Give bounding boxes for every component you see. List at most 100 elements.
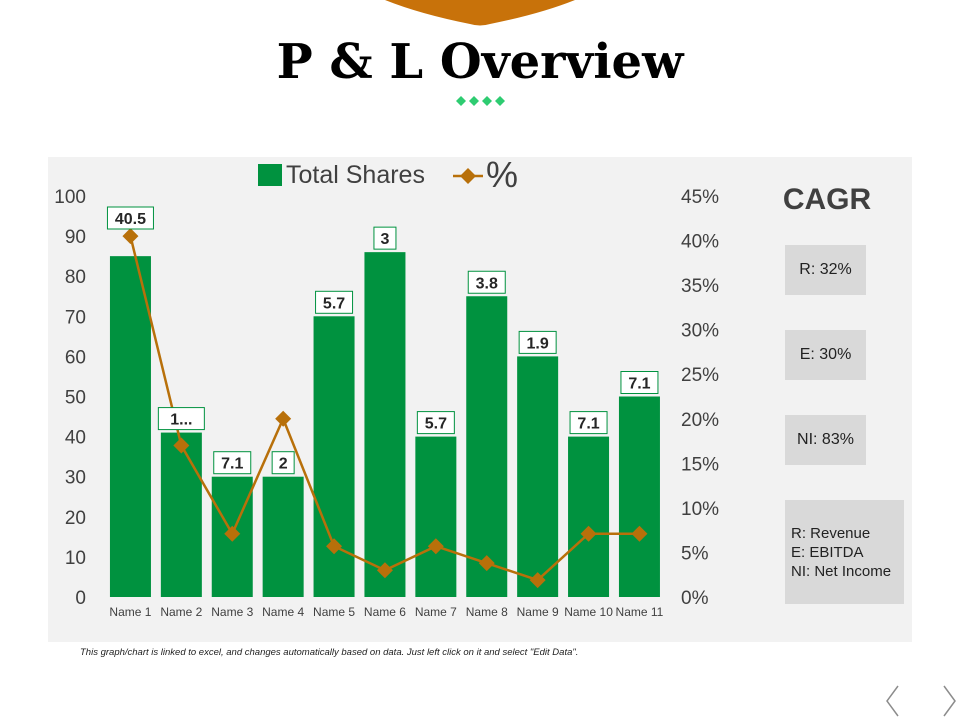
y2-tick-label: 10% <box>681 499 719 520</box>
line-marker-1 <box>122 228 139 245</box>
y-tick-label: 60 <box>65 347 86 368</box>
diamond-icon <box>456 96 466 106</box>
line-marker-11 <box>631 525 648 542</box>
left-axis: 0 10 20 30 40 50 60 70 80 90 100 <box>54 187 86 609</box>
line-marker-2 <box>173 437 190 454</box>
cagr-ebitda-box: E: 30% <box>785 330 866 380</box>
legend-swatch-marker <box>460 168 476 184</box>
y2-tick-label: 35% <box>681 276 719 297</box>
abbreviation-legend-box: R: Revenue E: EBITDA NI: Net Income <box>785 500 904 604</box>
bar-4 <box>262 476 304 597</box>
y-tick-label: 50 <box>65 388 86 409</box>
line-marker-6 <box>376 562 393 579</box>
legend-swatch-bar <box>258 164 282 186</box>
chart-legend: Total Shares% <box>258 154 518 195</box>
right-axis: 0% 5% 10% 15% 20% 25% 30% 35% 40% 45% <box>681 187 719 609</box>
cagr-revenue-box: R: 32% <box>785 245 866 295</box>
line-marker-9 <box>529 572 546 589</box>
y2-tick-label: 45% <box>681 187 719 208</box>
bars <box>109 252 660 597</box>
y2-tick-label: 40% <box>681 232 719 253</box>
data-label-3: 7.1 <box>213 451 252 475</box>
percent-line <box>122 228 648 589</box>
page-title: P & L Overview <box>276 34 684 90</box>
y2-tick-label: 20% <box>681 410 719 431</box>
y-tick-label: 80 <box>65 267 86 288</box>
bar-7 <box>415 436 457 597</box>
line-marker-3 <box>224 525 241 542</box>
chevron-left-icon[interactable] <box>884 684 902 718</box>
x-tick-label: Name 5 <box>313 605 355 619</box>
bar-2 <box>160 432 202 597</box>
cagr-net-income-label: NI: 83% <box>797 431 854 448</box>
svg-text:3: 3 <box>380 231 389 248</box>
svg-text:1...: 1... <box>170 412 192 429</box>
bar-5 <box>313 316 355 597</box>
svg-text:7.1: 7.1 <box>577 416 599 433</box>
cagr-revenue-label: R: 32% <box>799 261 852 278</box>
legend-label-total-shares: Total Shares <box>286 161 425 189</box>
x-tick-label: Name 9 <box>517 605 559 619</box>
bar-9 <box>517 356 559 597</box>
svg-text:5.7: 5.7 <box>425 416 447 433</box>
bar-11 <box>618 396 660 597</box>
data-label-6: 3 <box>373 226 397 250</box>
chevron-right-icon[interactable] <box>940 684 958 718</box>
diamond-icon <box>482 96 492 106</box>
data-label-5: 5.7 <box>315 290 354 314</box>
cagr-net-income-box: NI: 83% <box>785 415 866 465</box>
svg-text:2: 2 <box>279 456 288 473</box>
data-labels: 40.5 1... 7.1 2 5.7 3 5.7 3.8 1.9 7.1 7.1 <box>106 206 659 475</box>
line-marker-10 <box>580 525 597 542</box>
line-marker-8 <box>478 555 495 572</box>
legend-line-ebitda: E: EBITDA <box>791 544 864 561</box>
data-label-9: 1.9 <box>518 330 557 354</box>
data-label-2: 1... <box>157 407 205 431</box>
x-axis-labels: Name 1 Name 2 Name 3 Name 4 Name 5 Name 6 Name… <box>109 605 663 619</box>
cagr-ebitda-label: E: 30% <box>799 346 852 363</box>
legend-line-net-income: NI: Net Income <box>791 563 892 580</box>
bar-6 <box>364 252 406 597</box>
svg-text:5.7: 5.7 <box>323 295 345 312</box>
x-tick-label: Name 1 <box>109 605 151 619</box>
y-tick-label: 30 <box>65 468 86 489</box>
footnote: This graph/chart is linked to excel, and… <box>80 647 579 658</box>
bar-1 <box>109 256 151 597</box>
line-marker-5 <box>326 538 343 555</box>
svg-text:7.1: 7.1 <box>221 456 243 473</box>
diamond-icon <box>495 96 505 106</box>
x-tick-label: Name 8 <box>466 605 508 619</box>
y2-tick-label: 15% <box>681 454 719 475</box>
y2-tick-label: 30% <box>681 321 719 342</box>
svg-text:7.1: 7.1 <box>628 376 650 393</box>
y2-tick-label: 25% <box>681 365 719 386</box>
line-marker-7 <box>427 538 444 555</box>
svg-text:1.9: 1.9 <box>527 335 549 352</box>
legend-label-percent: % <box>486 154 518 195</box>
data-label-10: 7.1 <box>569 411 608 435</box>
x-tick-label: Name 7 <box>415 605 457 619</box>
y-tick-label: 40 <box>65 428 86 449</box>
x-tick-label: Name 6 <box>364 605 406 619</box>
legend-line-revenue: R: Revenue <box>791 525 871 542</box>
x-tick-label: Name 3 <box>211 605 253 619</box>
y2-tick-label: 0% <box>681 588 709 609</box>
svg-text:40.5: 40.5 <box>115 211 146 228</box>
data-label-8: 3.8 <box>467 270 506 294</box>
data-label-11: 7.1 <box>620 371 659 394</box>
y-tick-label: 10 <box>65 548 86 569</box>
y-tick-label: 20 <box>65 508 86 529</box>
data-label-4: 2 <box>271 451 295 475</box>
x-tick-label: Name 4 <box>262 605 304 619</box>
line-marker-4 <box>275 410 292 427</box>
cagr-heading: CAGR <box>783 183 872 216</box>
y2-tick-label: 5% <box>681 543 709 564</box>
y-tick-label: 90 <box>65 227 86 248</box>
y-tick-label: 0 <box>75 588 86 609</box>
x-tick-label: Name 2 <box>160 605 202 619</box>
title-diamonds-decoration <box>456 96 505 106</box>
diamond-icon <box>469 96 479 106</box>
data-label-7: 5.7 <box>416 411 455 435</box>
x-tick-label: Name 11 <box>616 605 664 619</box>
